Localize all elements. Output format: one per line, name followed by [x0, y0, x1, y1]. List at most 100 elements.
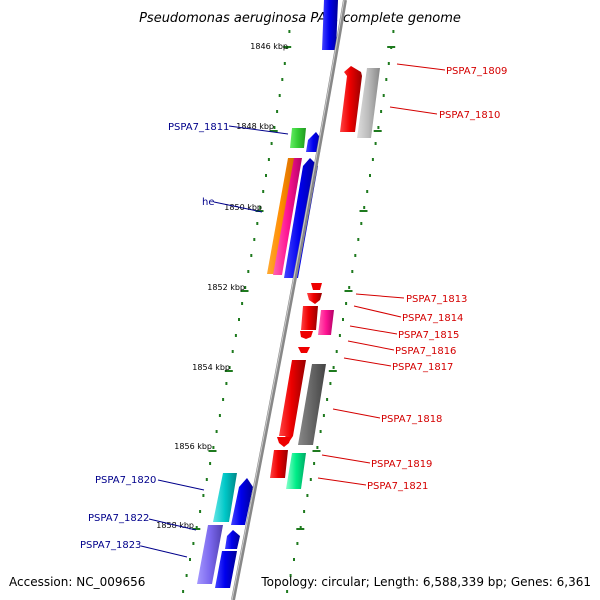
- track-tick: [351, 270, 354, 273]
- gene-PSPA7_1815b[interactable]: [318, 310, 334, 335]
- gene-PSPA7_1823-blue[interactable]: [215, 551, 237, 588]
- gene-PSPA7_1820-blue[interactable]: [231, 478, 253, 525]
- genome-backbone: [231, 0, 347, 600]
- track-tick: [329, 382, 332, 385]
- track-tick: [322, 414, 325, 417]
- gene-label-1816[interactable]: PSPA7_1816: [395, 346, 456, 357]
- track-tick: [387, 62, 390, 65]
- gene-PSPA7_1823[interactable]: [197, 525, 223, 584]
- track-tick: [326, 398, 329, 401]
- track-tick: [283, 62, 286, 65]
- gene-PSPA7_1821[interactable]: [286, 453, 306, 489]
- connector-1809: [396, 63, 446, 71]
- track-tick: [296, 542, 299, 545]
- major-tick: [344, 290, 353, 292]
- genes: [197, 0, 380, 588]
- connector-1818: [332, 408, 381, 419]
- track-tick: [357, 238, 360, 241]
- track-tick: [385, 78, 388, 81]
- gene-labels: PSPA7_1809 PSPA7_1810 PSPA7_1811 he PSPA…: [80, 66, 507, 551]
- track-tick: [309, 478, 312, 481]
- map-title: Pseudomonas aeruginosa PA7, complete gen…: [139, 11, 461, 26]
- kbp-label-1848: 1848 kbp: [236, 122, 274, 131]
- gene-PSPA7_1819[interactable]: [277, 437, 291, 447]
- track-tick: [218, 414, 221, 417]
- track-tick: [354, 254, 357, 257]
- track-tick: [250, 254, 253, 257]
- gene-he-blue[interactable]: [284, 158, 318, 278]
- track-tick: [228, 366, 231, 369]
- track-tick: [369, 174, 371, 177]
- label-connectors: [140, 63, 446, 558]
- track-tick: [205, 478, 208, 481]
- connector-1822: [148, 518, 197, 531]
- gene-PSPA7_1820[interactable]: [213, 473, 237, 522]
- gene-label-1815[interactable]: PSPA7_1815: [398, 330, 459, 341]
- gene-PSPA7_1818b[interactable]: [298, 364, 326, 445]
- track-tick: [267, 158, 270, 161]
- gene-he-pink[interactable]: [273, 158, 302, 275]
- major-tick: [387, 46, 396, 48]
- connector-1810: [389, 106, 438, 115]
- gene-PSPA7_1814[interactable]: [307, 293, 322, 304]
- connector-1811: [228, 125, 289, 135]
- track-tick: [185, 574, 188, 577]
- track-tick: [273, 126, 276, 129]
- gene-he-orange[interactable]: [267, 158, 296, 274]
- track-tick: [192, 542, 195, 545]
- track-tick: [256, 222, 259, 225]
- gene-PSPA7_1815[interactable]: [301, 306, 318, 330]
- gene-label-1813[interactable]: PSPA7_1813: [406, 294, 467, 305]
- connector-1823: [140, 545, 188, 558]
- track-tick: [338, 334, 341, 337]
- kbp-label-1856: 1856 kbp: [174, 442, 212, 451]
- track-tick: [371, 158, 374, 161]
- gene-label-1810[interactable]: PSPA7_1810: [439, 110, 500, 121]
- gene-PSPA7_1816[interactable]: [300, 331, 313, 339]
- track-tick: [360, 222, 363, 225]
- gene-label-1819[interactable]: PSPA7_1819: [371, 459, 432, 470]
- gene-label-1820[interactable]: PSPA7_1820: [95, 475, 156, 486]
- connector-1815: [349, 325, 398, 335]
- kbp-label-1850: 1850 kbp: [224, 203, 262, 212]
- track-tick: [199, 510, 202, 513]
- gene-PSPA7_1809[interactable]: [340, 66, 362, 132]
- topology-text: Topology: circular; Length: 6,588,339 bp…: [260, 575, 591, 589]
- gene-PSPA7_1811[interactable]: [290, 128, 306, 148]
- gene-top-blue[interactable]: [322, 0, 338, 50]
- track-tick: [244, 286, 247, 289]
- connector-1820: [157, 479, 205, 491]
- gene-label-he[interactable]: he: [202, 197, 215, 208]
- gene-label-1811[interactable]: PSPA7_1811: [168, 122, 229, 133]
- kbp-label-1846: 1846 kbp: [250, 42, 288, 51]
- gene-label-1821[interactable]: PSPA7_1821: [367, 481, 428, 492]
- gene-label-1809[interactable]: PSPA7_1809: [446, 66, 507, 77]
- gene-label-1814[interactable]: PSPA7_1814: [402, 313, 463, 324]
- gene-PSPA7_1810[interactable]: [357, 68, 380, 138]
- track-tick: [332, 366, 335, 369]
- track-tick: [335, 350, 338, 353]
- track-tick: [289, 574, 292, 577]
- track-tick: [182, 590, 185, 593]
- gene-label-1817[interactable]: PSPA7_1817: [392, 362, 453, 373]
- gene-PSPA7_1819b[interactable]: [270, 450, 288, 478]
- track-tick: [281, 78, 284, 81]
- gene-label-1818[interactable]: PSPA7_1818: [381, 414, 442, 425]
- major-tick: [269, 130, 278, 132]
- gene-label-1822[interactable]: PSPA7_1822: [88, 513, 149, 524]
- gene-PSPA7_1813[interactable]: [311, 283, 322, 290]
- gene-PSPA7_1817[interactable]: [298, 347, 310, 353]
- kbp-label-1854: 1854 kbp: [192, 363, 230, 372]
- track-tick: [231, 350, 234, 353]
- track-tick: [303, 510, 306, 513]
- gene-PSPA7_1818[interactable]: [279, 360, 306, 442]
- track-tick: [348, 286, 351, 289]
- track-tick: [247, 270, 250, 273]
- track-tick: [363, 206, 366, 209]
- track-tick: [278, 94, 281, 97]
- gene-PSPA7_1822[interactable]: [225, 530, 240, 549]
- gene-label-1823[interactable]: PSPA7_1823: [80, 540, 141, 551]
- track-tick: [286, 590, 289, 593]
